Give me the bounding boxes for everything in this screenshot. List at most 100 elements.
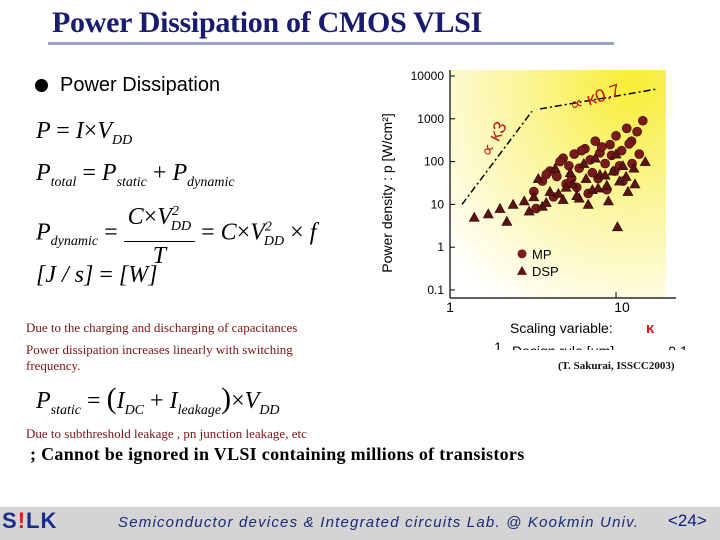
equation-dynamic-power: Pdynamic = C×V2DD T = C×V2DD × f (36, 198, 316, 270)
eq2-p2: P (101, 160, 117, 186)
eq2-equals: = (82, 160, 96, 186)
dsp-data-point (620, 170, 632, 181)
slide-title: Power Dissipation of CMOS VLSI (52, 6, 482, 39)
note-linear-line1: Power dissipation increases linearly wit… (26, 342, 293, 357)
dsp-data-point (629, 178, 641, 189)
y-axis-label: Power density : p [W/cm²] (379, 113, 395, 272)
y-tick-label: 100 (424, 155, 444, 169)
eq3-c: C (220, 219, 237, 246)
eq3-equals-2: = (201, 219, 215, 246)
mp-data-point (600, 158, 610, 169)
y-tick-label: 10000 (411, 69, 445, 83)
note-linear-line2: frequency. (26, 358, 81, 373)
footer-bar (0, 507, 720, 540)
chart-legend: MP DSP (517, 247, 559, 279)
equation-power: P = I×VDD (36, 118, 132, 149)
eq5-leakage: leakage (177, 402, 222, 418)
dsp-data-point (589, 152, 601, 163)
dsp-data-point (592, 182, 604, 193)
x-tick-label-scaling: 10 (614, 299, 630, 315)
chart-labels: Power density : p [W/cm²] Scaling variabl… (379, 113, 688, 350)
equation-static-power: Pstatic = (IDC + Ileakage)×VDD (36, 382, 280, 419)
eq5-i1: I (116, 388, 125, 414)
eq5-dd: DD (259, 402, 280, 418)
legend-dsp-marker (517, 265, 527, 275)
bullet-dot-icon (35, 79, 48, 92)
mp-data-point (624, 139, 634, 149)
eq2-plus: + (152, 160, 167, 186)
bullet-heading: Power Dissipation (60, 74, 221, 96)
note-leakage: Due to subthreshold leakage , pn junctio… (26, 426, 307, 441)
conclusion-text: ; Cannot be ignored in VLSI containing m… (30, 444, 525, 464)
eq3-dd-num: DD (170, 218, 192, 234)
eq3-t: T (152, 242, 167, 269)
dsp-data-point (518, 195, 530, 206)
dsp-data-point (494, 202, 506, 213)
eq3-times-1: × (236, 219, 251, 246)
dsp-data-point (501, 215, 513, 226)
mp-data-point (541, 169, 552, 180)
eq1-i: I (75, 118, 84, 144)
dsp-data-point (602, 195, 614, 206)
mp-data-point (596, 142, 607, 152)
x-axis-label-scaling: Scaling variable: (510, 320, 613, 336)
logo-text: S!LK (2, 508, 57, 533)
dsp-data-point (552, 187, 564, 198)
dsp-data-point (523, 205, 535, 216)
eq3-v: V (250, 219, 265, 246)
eq5-i2: I (169, 388, 178, 414)
dsp-data-point (610, 148, 622, 159)
chart-plot-area (450, 70, 666, 298)
mp-data-point (555, 156, 565, 167)
dsp-data-point (482, 208, 494, 219)
silk-logo: S!LK (2, 508, 64, 540)
eq5-dc: DC (124, 402, 145, 418)
logo-s: S (2, 508, 18, 533)
eq5-equals: = (87, 388, 101, 414)
dsp-data-point (528, 191, 540, 202)
eq3-equals-1: = (104, 219, 118, 246)
kappa-symbol: κ (646, 320, 655, 337)
eq5-p: P (36, 388, 51, 414)
eq3-c-num: C (127, 204, 144, 230)
dsp-data-point (557, 193, 569, 204)
dsp-data-point (601, 179, 613, 190)
dsp-data-point (639, 155, 651, 166)
eq4-lhs: [J / s] (36, 262, 94, 288)
eq5-plus: + (150, 388, 164, 414)
dsp-data-point (549, 162, 561, 173)
eq5-open-paren: ( (106, 382, 117, 415)
dsp-data-point (564, 167, 576, 178)
eq3-p: P (36, 219, 51, 246)
dsp-data-point (582, 198, 594, 209)
mp-data-point (638, 115, 648, 126)
mp-data-point (590, 136, 601, 146)
equation-total-power: Ptotal = Pstatic + Pdynamic (36, 160, 235, 191)
eq2-dynamic: dynamic (187, 174, 235, 190)
dsp-data-point (617, 160, 629, 171)
mp-data-point (621, 123, 632, 134)
y-tick-label: 1000 (417, 112, 444, 126)
eq1-equals: = (56, 118, 70, 144)
legend-mp-label: MP (532, 247, 552, 262)
legend-mp-marker (517, 249, 527, 259)
mp-data-point (605, 139, 615, 150)
eq3-fraction: C×V2DD T (123, 198, 196, 270)
dsp-data-point (599, 169, 611, 180)
trend-line-k07 (539, 88, 659, 110)
eq3-f: f (309, 219, 317, 246)
dsp-data-point (544, 185, 556, 196)
dsp-data-point (567, 178, 579, 189)
logo-lk: LK (26, 508, 58, 533)
x-axis-label-design: Design rule [μm] (512, 343, 614, 350)
eq5-v: V (244, 388, 260, 414)
eq2-p1: P (36, 160, 51, 186)
dsp-data-point (622, 185, 634, 196)
x-tick-label-design: 0.1 (668, 343, 688, 350)
dsp-data-point (607, 165, 619, 176)
footer-lab-name: Semiconductor devices & Integrated circu… (118, 514, 640, 531)
eq3-dynamic: dynamic (50, 234, 99, 250)
eq2-static: static (116, 174, 147, 190)
